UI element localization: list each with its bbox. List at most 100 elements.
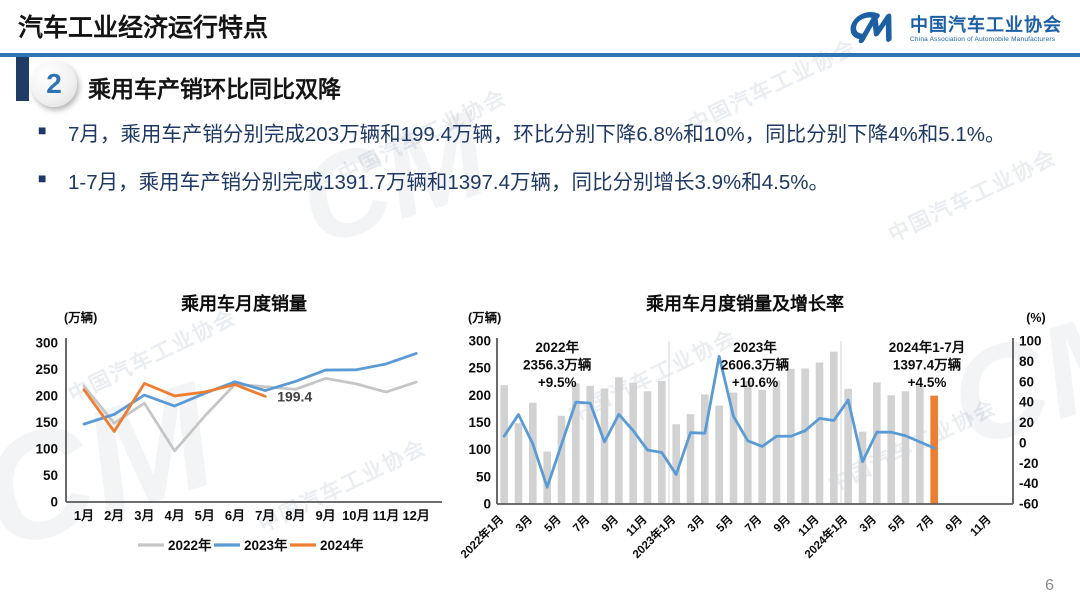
logo-org-subtitle: China Association of Automobile Manufact… xyxy=(910,35,1056,43)
sales-bar xyxy=(500,385,508,504)
section-number: 2 xyxy=(46,68,62,99)
x-tick-label: 11月 xyxy=(968,513,994,539)
series-line-2024年 xyxy=(82,381,267,433)
x-tick-label: 12月 xyxy=(402,508,429,523)
sales-bar xyxy=(844,388,852,504)
x-tick-label: 5月 xyxy=(886,513,908,535)
section-accent-bar xyxy=(16,57,29,101)
y-tick-label: 200 xyxy=(35,389,58,404)
legend-label-2023年: 2023年 xyxy=(244,537,288,553)
y-tick-label: 100 xyxy=(35,442,58,457)
right-y-tick-label: 60 xyxy=(1019,374,1034,389)
header-divider xyxy=(0,53,1080,57)
sales-bar xyxy=(658,381,666,504)
section-number-badge: 2 xyxy=(31,61,77,107)
x-tick-label: 7月 xyxy=(914,513,936,535)
y-tick-label: 300 xyxy=(35,336,58,351)
sales-bar xyxy=(600,388,609,504)
x-tick-label: 9月 xyxy=(771,513,793,535)
annotation-text: 2606.3万辆 xyxy=(721,357,790,373)
left-y-tick-label: 200 xyxy=(468,388,491,403)
sales-bar xyxy=(586,385,594,504)
annotation-text: 2023年 xyxy=(733,339,777,355)
left-y-tick-label: 100 xyxy=(468,442,491,457)
sales-bar xyxy=(744,380,752,504)
right-y-tick-label: -60 xyxy=(1019,497,1039,512)
legend-label-2024年: 2024年 xyxy=(320,537,364,553)
monthly-sales-line-chart: 乘用车月度销量 (万辆) 0 50 100 150 200 250 300 1月 2月 3月 4月 5月 6… xyxy=(35,293,442,553)
series-line-2023年 xyxy=(82,352,418,426)
x-tick-label: 8月 xyxy=(285,508,305,523)
x-tick-label: 11月 xyxy=(796,513,822,539)
sales-bar xyxy=(772,380,781,504)
chart-title: 乘用车月度销量 xyxy=(180,293,307,314)
x-tick-label: 9月 xyxy=(315,508,335,523)
right-y-tick-label: -40 xyxy=(1019,476,1039,491)
annotation-text: 2022年 xyxy=(535,339,579,355)
x-tick-label: 10月 xyxy=(342,508,369,523)
right-y-tick-label: 80 xyxy=(1019,354,1034,369)
sales-bar xyxy=(801,368,809,504)
sales-bar xyxy=(873,382,881,504)
right-y-tick-label: 20 xyxy=(1019,415,1034,430)
y-tick-label: 0 xyxy=(50,495,58,510)
sales-bar xyxy=(557,415,566,504)
caam-logo: 中国汽车工业协会 China Association of Automobile… xyxy=(848,8,1062,51)
logo-org-name: 中国汽车工业协会 xyxy=(910,15,1062,36)
bullet-list: 7月，乘用车产销分别完成203万辆和199.4万辆，环比分别下降6.8%和10%… xyxy=(38,118,1023,214)
sales-bar xyxy=(930,395,938,504)
x-tick-label: 6月 xyxy=(225,508,245,523)
x-tick-label: 3月 xyxy=(513,513,535,535)
left-y-tick-label: 250 xyxy=(468,361,491,376)
x-tick-label: 11月 xyxy=(373,508,400,523)
sales-bar xyxy=(615,377,623,504)
x-tick-label: 3月 xyxy=(134,508,154,523)
right-axis-unit-label: (%) xyxy=(1026,311,1045,325)
right-y-tick-label: -20 xyxy=(1019,456,1039,471)
sales-bar xyxy=(916,383,924,504)
left-y-tick-label: 300 xyxy=(468,334,491,349)
bullet-item: 7月，乘用车产销分别完成203万辆和199.4万辆，环比分别下降6.8%和10%… xyxy=(38,118,1023,151)
annotation-text: +4.5% xyxy=(908,375,947,390)
sales-bar xyxy=(514,423,523,504)
sales-bar xyxy=(901,391,910,504)
page-title: 汽车工业经济运行特点 xyxy=(18,14,269,42)
y-tick-label: 150 xyxy=(35,415,58,430)
x-tick-label: 5月 xyxy=(542,513,564,535)
sales-bar xyxy=(643,391,652,504)
legend-label-2022年: 2022年 xyxy=(168,537,212,553)
growth-rate-line xyxy=(502,354,936,489)
axis-unit-label: (万辆) xyxy=(64,310,97,325)
x-tick-label: 9月 xyxy=(943,513,965,535)
annotation-text: 2356.3万辆 xyxy=(523,357,592,373)
data-label: 199.4 xyxy=(277,388,312,404)
caam-logo-names: 中国汽车工业协会 China Association of Automobile… xyxy=(910,15,1062,43)
sales-and-growth-combo-chart: 乘用车月度销量及增长率(万辆) (%)050100150200250300-60-… xyxy=(458,293,1046,561)
bullet-item: 1-7月，乘用车产销分别完成1391.7万辆和1397.4万辆，同比分别增长3.… xyxy=(38,166,1023,199)
sales-bar xyxy=(887,395,895,504)
x-tick-label: 2月 xyxy=(104,508,124,523)
section-title: 乘用车产销环比同比双降 xyxy=(88,76,341,102)
x-tick-label: 1月 xyxy=(74,508,94,523)
caam-logo-icon xyxy=(848,8,902,51)
sales-bar xyxy=(529,402,537,504)
chart-title: 乘用车月度销量及增长率 xyxy=(645,293,844,314)
y-tick-label: 250 xyxy=(35,362,58,377)
annotation-text: +10.6% xyxy=(732,375,778,390)
x-tick-label: 4月 xyxy=(164,508,184,523)
x-tick-label: 7月 xyxy=(742,513,764,535)
left-axis-unit-label: (万辆) xyxy=(468,310,501,325)
x-tick-label: 7月 xyxy=(255,508,275,523)
sales-bar xyxy=(629,382,637,504)
x-tick-label: 3月 xyxy=(857,513,879,535)
sales-bar xyxy=(701,394,709,504)
sales-bar xyxy=(572,383,580,504)
sales-bar xyxy=(686,414,695,504)
sales-bar xyxy=(830,351,838,504)
annotation-text: 2024年1-7月 xyxy=(889,339,966,355)
sales-bar xyxy=(672,424,680,504)
sales-bar xyxy=(729,392,738,504)
sales-bar xyxy=(543,451,551,504)
sales-bar xyxy=(715,405,723,504)
